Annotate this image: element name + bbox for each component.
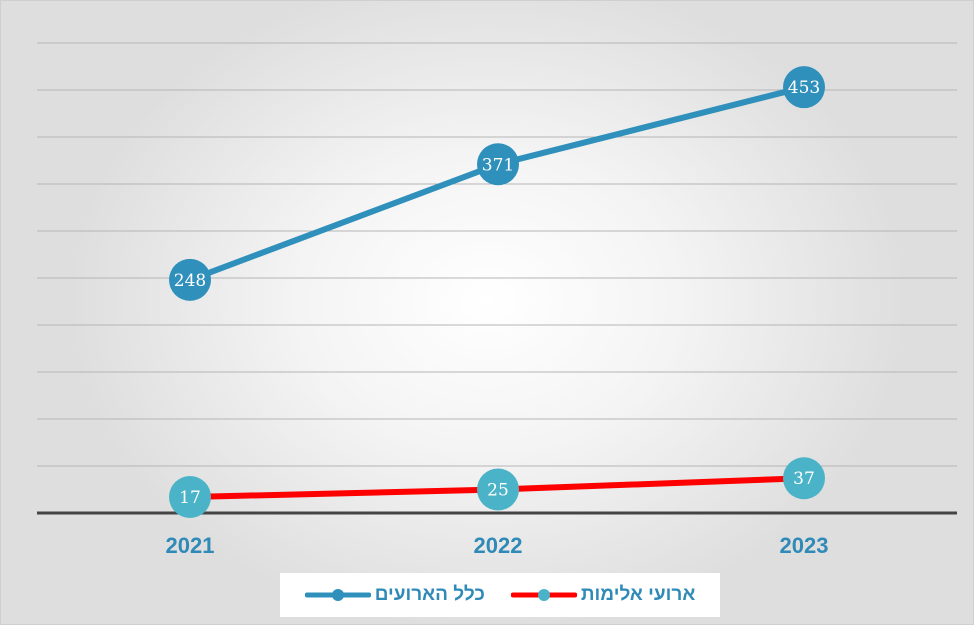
data-label: 371 <box>482 155 514 175</box>
data-label: 37 <box>793 469 815 489</box>
data-label: 453 <box>788 78 820 98</box>
data-label: 25 <box>487 481 509 501</box>
x-tick-label: 2021 <box>166 533 215 558</box>
data-point <box>169 258 211 301</box>
legend-label-violence: ארועי אלימות <box>580 584 696 605</box>
data-point <box>477 468 519 511</box>
data-point <box>169 476 211 519</box>
data-point <box>783 457 825 500</box>
data-label: 248 <box>174 271 206 291</box>
legend-swatch-all-events <box>304 585 372 605</box>
chart-legend: ארועי אלימות כלל הארועים <box>280 573 720 617</box>
data-label: 17 <box>179 488 201 508</box>
x-tick-label: 2023 <box>780 533 829 558</box>
legend-item-all-events: כלל הארועים <box>304 584 485 606</box>
legend-swatch-violence <box>510 585 578 605</box>
x-tick-label: 2022 <box>474 533 523 558</box>
data-point <box>783 66 825 109</box>
legend-item-violence: ארועי אלימות <box>510 584 696 606</box>
data-point <box>477 143 519 186</box>
legend-label-all-events: כלל הארועים <box>374 584 485 605</box>
